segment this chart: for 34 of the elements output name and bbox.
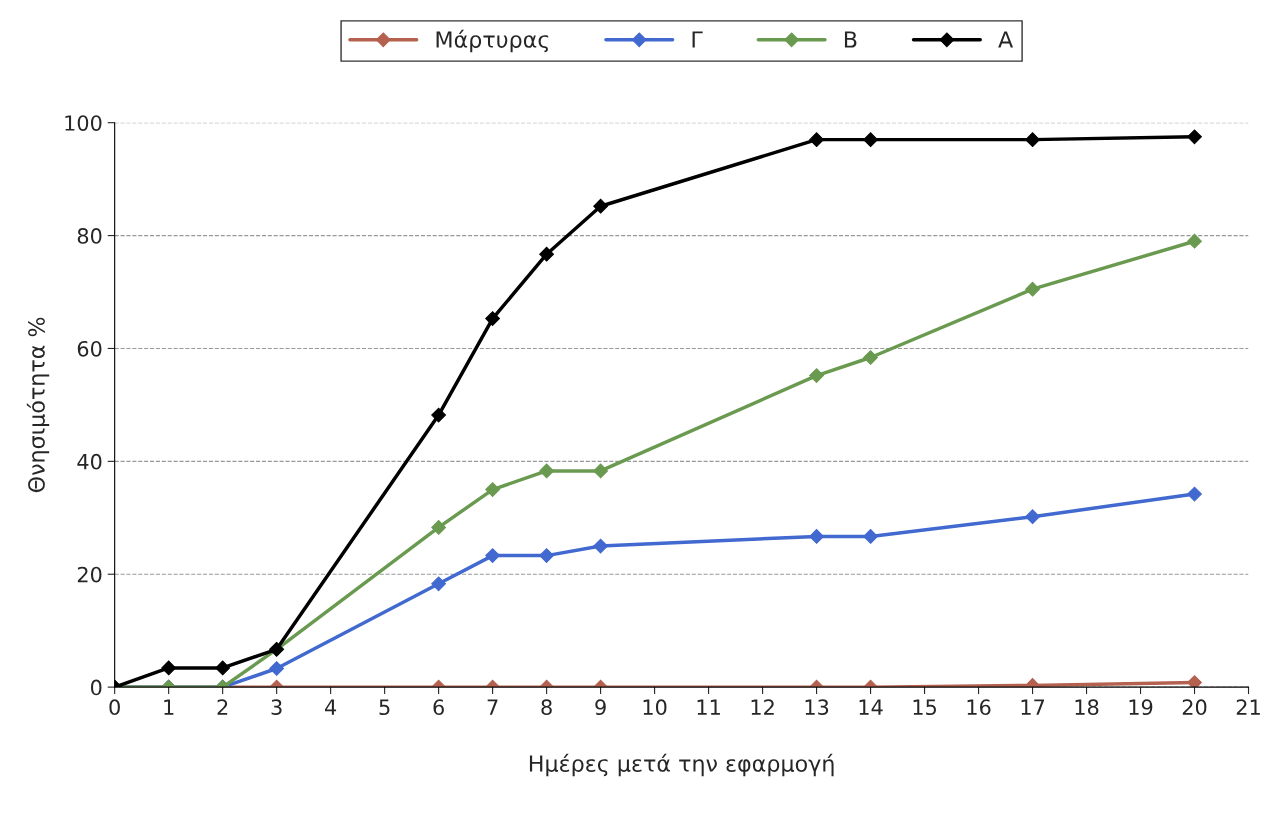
x-tick-label: 0	[109, 699, 120, 716]
x-tick-label: 9	[595, 699, 606, 716]
y-tick-label: 0	[90, 679, 102, 696]
x-tick-label: 15	[913, 699, 936, 716]
x-tick-label: 20	[1182, 699, 1207, 716]
x-tick-label: 19	[1129, 699, 1153, 716]
legend-label: Γ	[692, 31, 703, 48]
y-tick-label: 100	[65, 115, 102, 131]
x-tick-label: 21	[1236, 699, 1260, 715]
y-axis-title: Θνησιμότητα %	[26, 317, 50, 493]
legend-label: Β	[844, 31, 857, 48]
x-tick-label: 4	[325, 699, 337, 715]
x-tick-label: 17	[1021, 699, 1045, 715]
x-tick-label: 8	[541, 699, 552, 716]
x-tick-label: 2	[217, 699, 228, 715]
x-tick-label: 1	[164, 699, 174, 715]
x-tick-label: 10	[643, 699, 667, 716]
legend-label: Α	[998, 31, 1014, 48]
y-tick-label: 40	[77, 453, 102, 470]
x-tick-label: 3	[271, 699, 282, 716]
y-tick-label: 60	[77, 340, 102, 357]
y-tick-label: 80	[77, 228, 102, 244]
x-tick-label: 6	[433, 699, 444, 716]
x-tick-label: 12	[751, 699, 774, 715]
x-tick-label: 11	[697, 699, 720, 715]
x-tick-label: 7	[487, 699, 498, 715]
x-tick-label: 14	[859, 699, 883, 715]
x-tick-label: 5	[379, 699, 390, 716]
legend-label: Μάρτυρας	[436, 29, 549, 53]
y-tick-label: 20	[77, 566, 102, 583]
x-tick-label: 18	[1075, 699, 1099, 716]
x-tick-label: 16	[967, 699, 991, 716]
x-axis-title: Ημέρες μετά την εφαρμογή	[529, 753, 834, 777]
x-tick-label: 13	[805, 699, 829, 716]
